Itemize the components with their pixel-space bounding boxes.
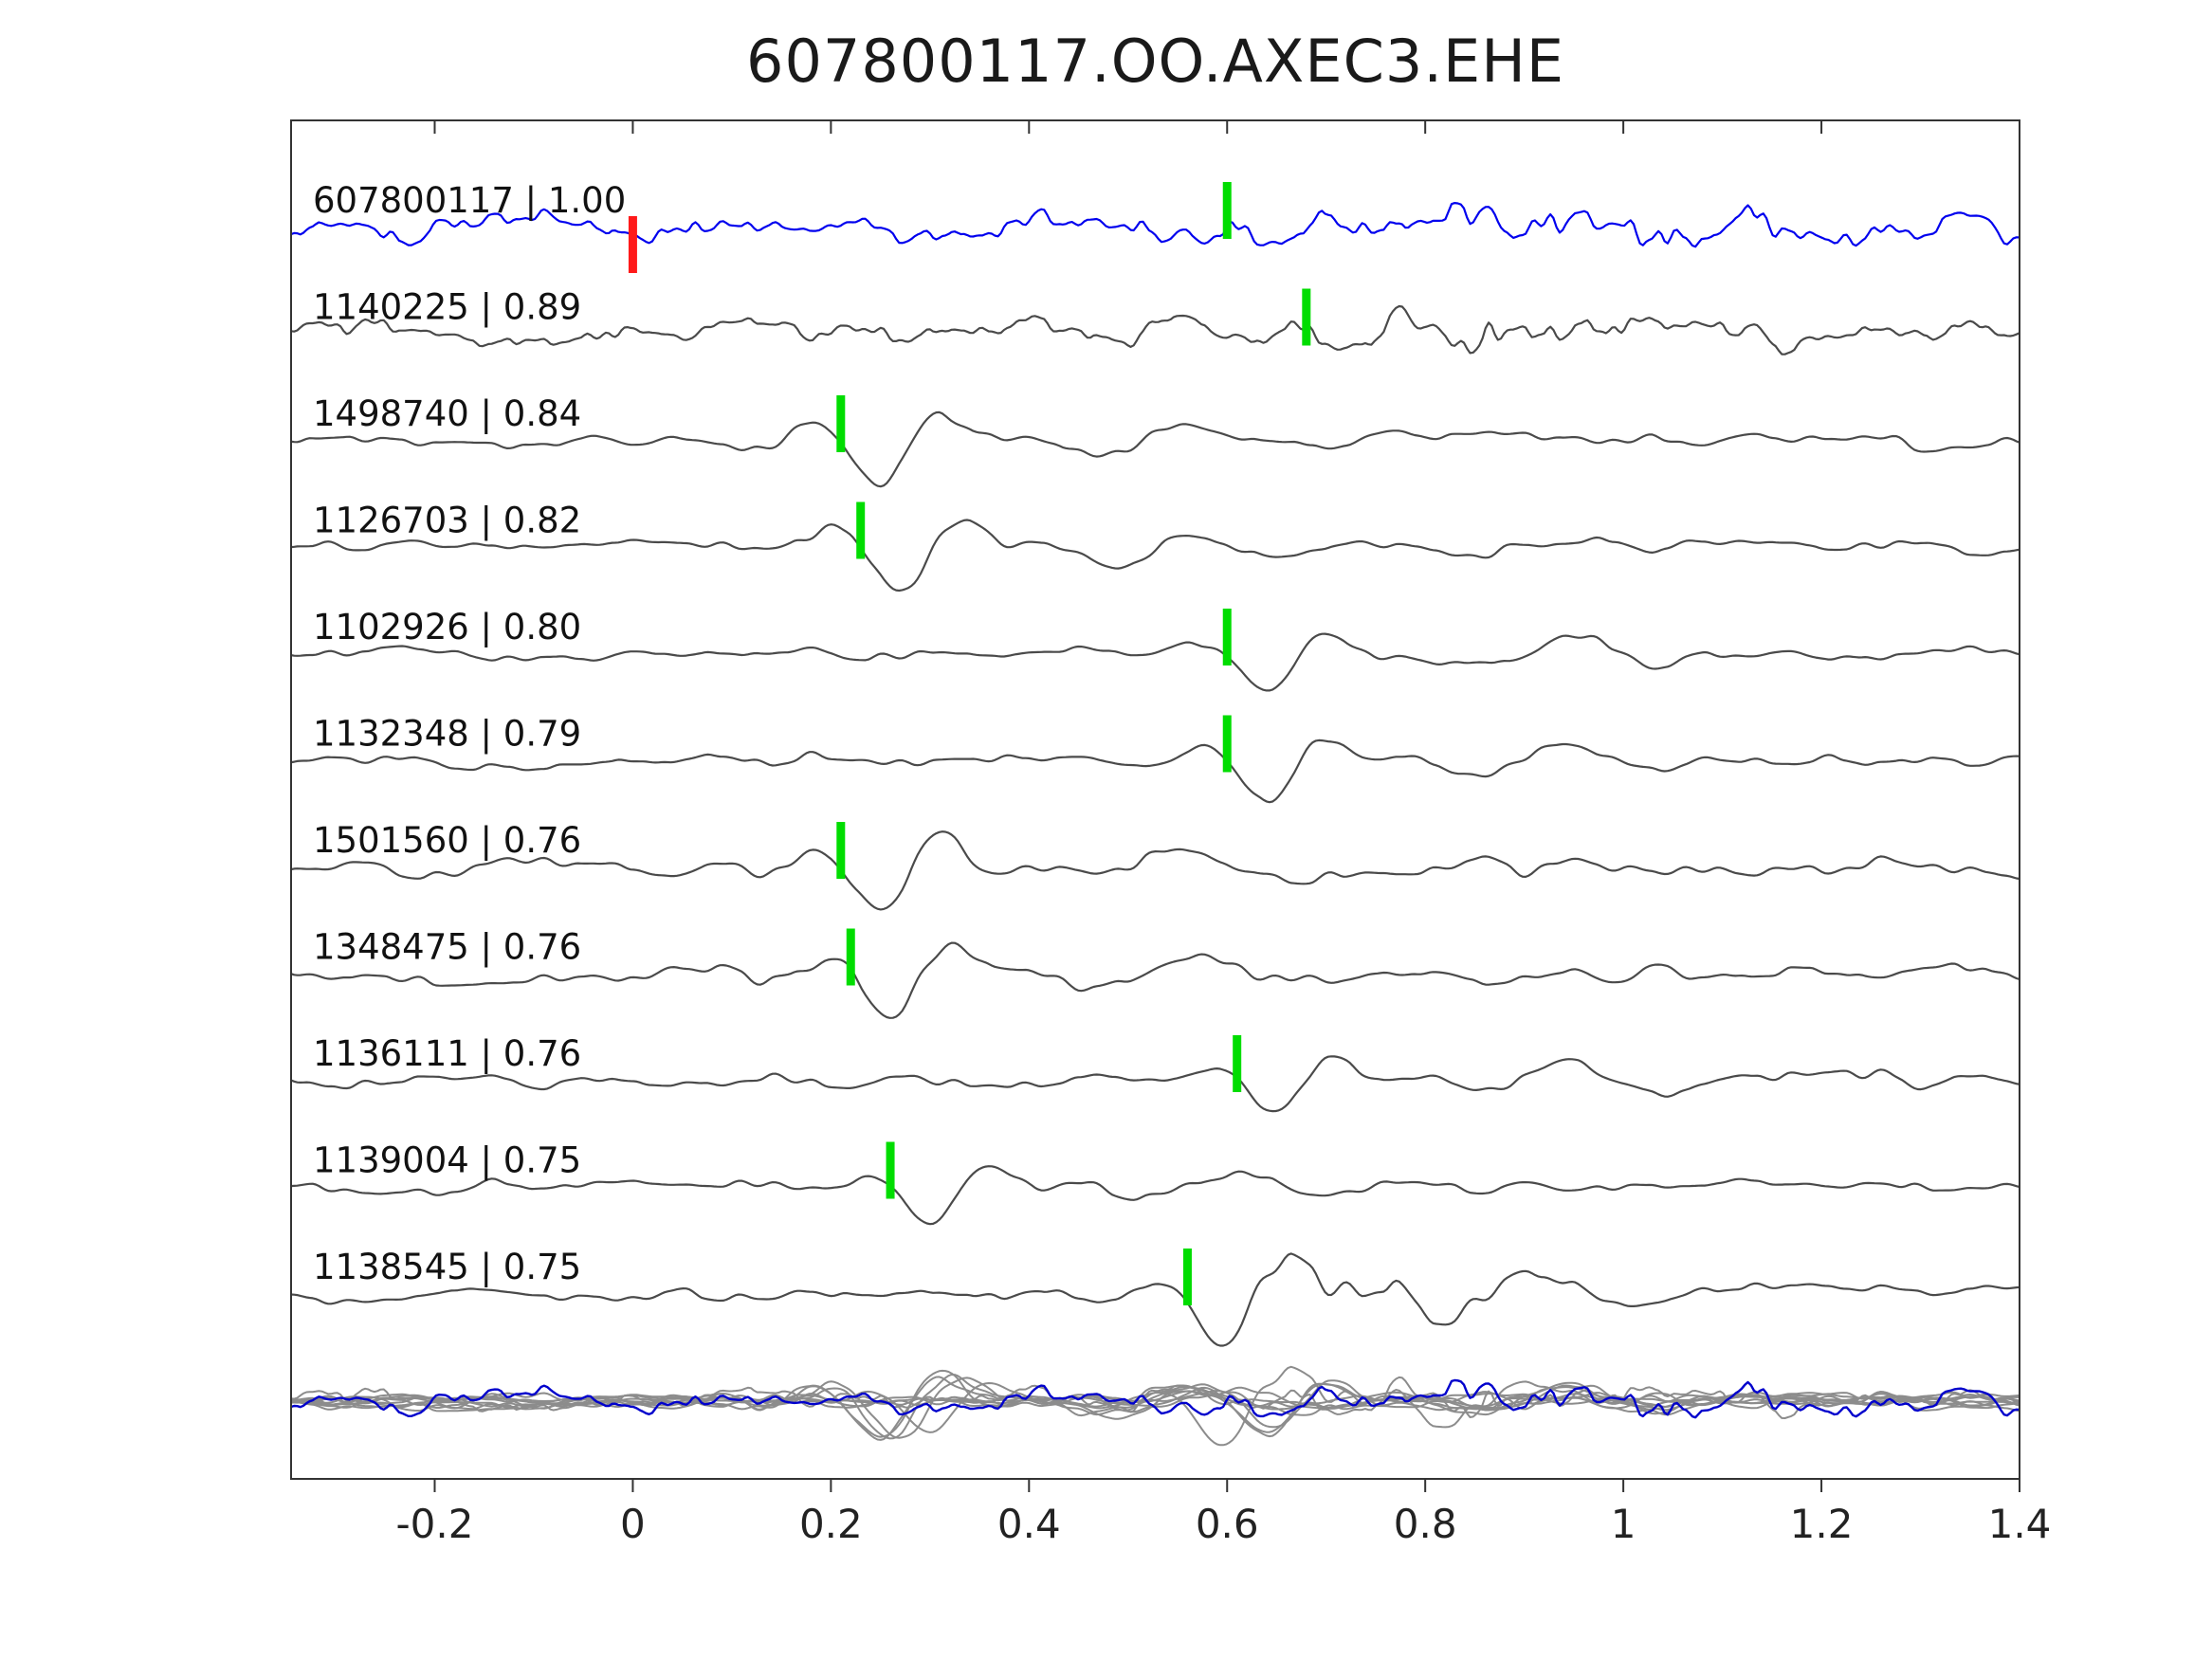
trace-label-1140225: 1140225 | 0.89: [313, 287, 581, 328]
trace-label-1102926: 1102926 | 0.80: [313, 607, 581, 647]
trace-1138545: [291, 1252, 2020, 1347]
x-tick-label: 1.4: [1988, 1501, 2052, 1547]
trace-label-1136111: 1136111 | 0.76: [313, 1033, 581, 1074]
x-tick-label: 0.4: [997, 1501, 1061, 1547]
x-tick-label: 1.2: [1790, 1501, 1854, 1547]
x-tick-label: 0.2: [799, 1501, 863, 1547]
trace-label-607800117: 607800117 | 1.00: [313, 180, 626, 221]
trace-label-1138545: 1138545 | 0.75: [313, 1247, 581, 1287]
trace-1348475: [291, 941, 2020, 1019]
trace-1501560: [291, 830, 2020, 911]
overlay-trace-template: [291, 1378, 2020, 1419]
trace-label-1132348: 1132348 | 0.79: [313, 714, 581, 755]
trace-1126703: [291, 519, 2020, 592]
trace-label-1348475: 1348475 | 0.76: [313, 927, 581, 968]
x-tick-label: 0.8: [1394, 1501, 1457, 1547]
trace-1140225: [291, 304, 2020, 356]
trace-label-1139004: 1139004 | 0.75: [313, 1140, 581, 1181]
traces-group: [291, 182, 2020, 1447]
trace-1136111: [291, 1055, 2020, 1113]
trace-1102926: [291, 632, 2020, 692]
x-tick-label: 0: [620, 1501, 646, 1547]
figure-title: 607800117.OO.AXEC3.EHE: [746, 27, 1564, 96]
x-tick-label: 1: [1611, 1501, 1636, 1547]
x-tick-label: -0.2: [396, 1501, 474, 1547]
trace-label-1126703: 1126703 | 0.82: [313, 501, 581, 541]
axes-box: [290, 119, 2020, 1480]
trace-label-1498740: 1498740 | 0.84: [313, 393, 581, 434]
trace-607800117: [291, 202, 2020, 248]
trace-1132348: [291, 738, 2020, 804]
trace-label-1501560: 1501560 | 0.76: [313, 820, 581, 861]
x-tick-label: 0.6: [1196, 1501, 1259, 1547]
trace-1139004: [291, 1165, 2020, 1226]
trace-1498740: [291, 410, 2020, 488]
overlay-trace-1501560: [291, 1369, 2020, 1438]
